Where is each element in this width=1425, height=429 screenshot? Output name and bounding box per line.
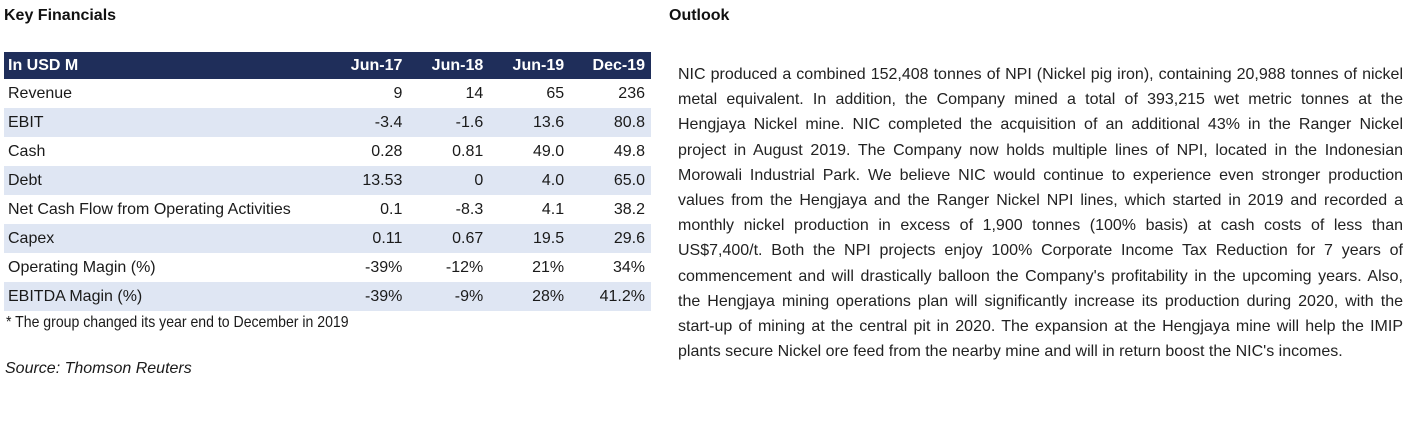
table-cell: 29.6 <box>570 224 651 253</box>
table-cell: -3.4 <box>327 108 409 137</box>
key-financials-section: Key Financials In USD M Jun-17 Jun-18 Ju… <box>0 0 660 429</box>
table-row-capex: Capex 0.11 0.67 19.5 29.6 <box>4 224 651 253</box>
row-label: Cash <box>8 143 46 160</box>
table-row-ebitda-margin: EBITDA Magin (%) -39% -9% 28% 41.2% <box>4 282 651 311</box>
table-cell: 0.81 <box>452 143 484 160</box>
header-cell-jun-19: Jun-19 <box>489 52 571 79</box>
header-cell-jun-17: Jun-17 <box>327 52 409 79</box>
row-label: Net Cash Flow from Operating Activities <box>8 201 291 218</box>
row-label: EBITDA Magin (%) <box>4 282 328 311</box>
table-cell: 13.53 <box>327 166 409 195</box>
table-cell: 41.2% <box>570 282 651 311</box>
table-row-net-cash-flow: Net Cash Flow from Operating Activities … <box>4 195 651 224</box>
table-cell: 49.0 <box>532 143 565 160</box>
row-label: Revenue <box>8 85 73 102</box>
table-cell: 19.5 <box>489 224 571 253</box>
table-row-cash: Cash 0.28 0.81 49.0 49.8 <box>4 137 651 166</box>
financials-table: In USD M Jun-17 Jun-18 Jun-19 Dec-19 Rev… <box>4 52 651 311</box>
table-header-row: In USD M Jun-17 Jun-18 Jun-19 Dec-19 <box>4 52 651 79</box>
table-row-operating-margin: Operating Magin (%) -39% -12% 21% 34% <box>4 253 651 282</box>
row-label: EBIT <box>4 108 328 137</box>
table-cell: 0 <box>408 166 490 195</box>
table-cell: -1.6 <box>408 108 490 137</box>
table-cell: 4.0 <box>489 166 571 195</box>
table-cell: -9% <box>408 282 490 311</box>
table-cell: -8.3 <box>455 201 484 218</box>
header-cell-unit: In USD M <box>4 52 328 79</box>
table-row-debt: Debt 13.53 0 4.0 65.0 <box>4 166 651 195</box>
row-label: Operating Magin (%) <box>8 259 156 276</box>
row-label: Debt <box>4 166 328 195</box>
table-cell: 0.67 <box>408 224 490 253</box>
table-cell: 0.11 <box>327 224 409 253</box>
table-row-revenue: Revenue 9 14 65 236 <box>4 79 651 108</box>
table-cell: 28% <box>489 282 571 311</box>
table-row-ebit: EBIT -3.4 -1.6 13.6 80.8 <box>4 108 651 137</box>
table-cell: 80.8 <box>570 108 651 137</box>
table-cell: -39% <box>327 282 409 311</box>
table-cell: 9 <box>393 85 403 102</box>
header-cell-jun-18: Jun-18 <box>408 52 490 79</box>
table-cell: 21% <box>532 259 565 276</box>
table-cell: -12% <box>445 259 484 276</box>
table-cell: 13.6 <box>489 108 571 137</box>
table-cell: 34% <box>612 259 645 276</box>
table-cell: -39% <box>365 259 403 276</box>
table-cell: 0.1 <box>380 201 403 218</box>
header-cell-dec-19: Dec-19 <box>570 52 651 79</box>
table-cell: 65 <box>546 85 565 102</box>
outlook-paragraph: NIC produced a combined 152,408 tonnes o… <box>678 66 1403 361</box>
table-cell: 38.2 <box>613 201 645 218</box>
table-cell: 49.8 <box>613 143 645 160</box>
row-label: Capex <box>4 224 328 253</box>
outlook-title: Outlook <box>669 7 730 24</box>
outlook-section: Outlook NIC produced a combined 152,408 … <box>668 0 1408 429</box>
table-cell: 0.28 <box>371 143 403 160</box>
key-financials-title: Key Financials <box>4 7 117 24</box>
table-cell: 65.0 <box>570 166 651 195</box>
source-credit: Source: Thomson Reuters <box>5 360 192 377</box>
table-footnote: * The group changed its year end to Dece… <box>6 314 349 331</box>
table-cell: 236 <box>618 85 645 102</box>
table-cell: 14 <box>465 85 484 102</box>
table-cell: 4.1 <box>541 201 565 218</box>
